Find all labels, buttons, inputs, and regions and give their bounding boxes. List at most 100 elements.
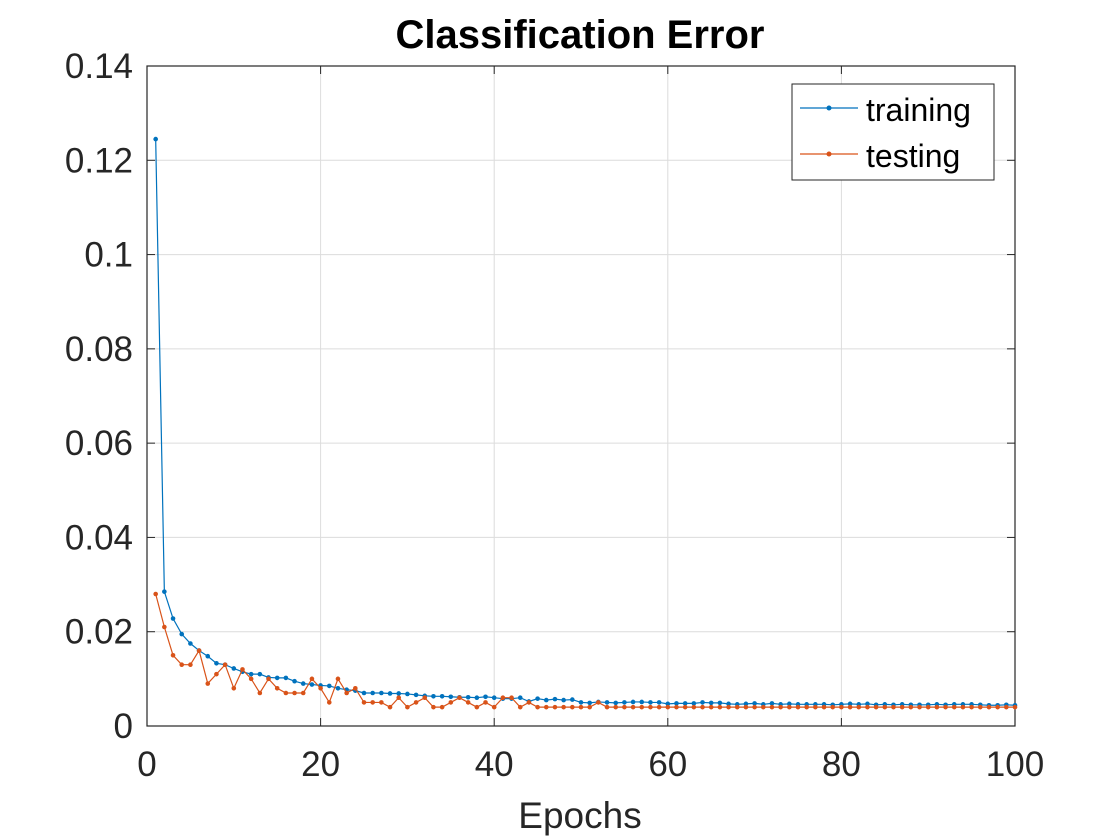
data-point-testing [899, 704, 905, 710]
data-point-training [787, 701, 792, 707]
data-point-testing [274, 685, 280, 691]
x-tick-label: 20 [301, 745, 340, 784]
data-point-testing [804, 704, 809, 710]
data-point-testing [292, 690, 297, 696]
data-point-training [162, 589, 167, 594]
data-point-testing [526, 700, 532, 705]
data-point-testing [648, 704, 653, 710]
data-point-testing [977, 704, 983, 710]
data-point-training [613, 700, 619, 706]
chart-title: Classification Error [395, 13, 764, 57]
data-point-testing [431, 704, 436, 710]
x-tick-labels: 0 20 40 60 80 100 [137, 745, 1044, 784]
data-point-testing [613, 704, 619, 710]
data-point-training [370, 690, 375, 696]
data-point-testing [509, 695, 514, 701]
data-point-training [726, 701, 731, 707]
data-point-testing [240, 667, 245, 672]
data-point-testing [839, 704, 844, 710]
y-tick-label: 0.1 [84, 236, 133, 275]
data-point-testing [925, 704, 931, 710]
data-point-training [535, 696, 540, 701]
data-point-training [153, 136, 158, 142]
data-point-training [179, 631, 185, 637]
data-point-testing [995, 704, 1000, 710]
series-line-testing [155, 593, 1015, 708]
data-point-training [248, 671, 254, 677]
data-point-training [214, 661, 219, 666]
data-point-testing [543, 704, 549, 710]
data-point-training [413, 692, 419, 698]
data-point-testing [153, 591, 158, 597]
data-point-testing [986, 704, 992, 710]
y-tick-labels: 0 0.02 0.04 0.06 0.08 0.1 0.12 0.14 [65, 47, 133, 746]
data-point-testing [231, 685, 237, 691]
y-tick-label: 0.14 [65, 47, 133, 86]
data-point-training [405, 691, 410, 697]
data-point-training [231, 666, 237, 671]
data-point-testing [752, 704, 757, 710]
data-point-training [448, 694, 454, 700]
data-point-testing [353, 685, 358, 691]
data-point-testing [917, 704, 922, 710]
data-point-testing [396, 695, 402, 701]
data-point-training [396, 691, 402, 696]
data-point-testing [934, 704, 940, 710]
data-point-training [630, 699, 636, 705]
data-point-testing [535, 704, 540, 710]
data-point-training [439, 694, 445, 699]
legend-label-testing: testing [866, 138, 960, 174]
data-point-training [674, 701, 679, 706]
data-point-testing [188, 662, 193, 668]
data-point-training [326, 683, 332, 689]
data-point-testing [266, 676, 271, 682]
x-tick-label: 100 [986, 745, 1044, 784]
data-point-testing [344, 690, 349, 696]
data-point-testing [691, 704, 697, 710]
data-point-testing [682, 704, 688, 710]
data-point-testing [865, 704, 870, 710]
data-point-testing [734, 704, 740, 710]
data-point-testing [162, 624, 167, 630]
y-tick-label: 0 [114, 707, 133, 746]
data-point-testing [474, 704, 480, 710]
data-point-testing [326, 700, 332, 705]
data-point-training [257, 671, 263, 677]
data-point-training [205, 653, 211, 659]
x-tick-label: 80 [822, 745, 861, 784]
data-point-training [865, 701, 870, 707]
data-point-testing [517, 704, 523, 710]
data-point-testing [596, 700, 601, 705]
data-point-testing [205, 681, 211, 686]
data-point-training [170, 616, 176, 621]
data-point-training [604, 700, 610, 705]
data-point-training [283, 675, 289, 681]
data-point-testing [769, 704, 775, 710]
data-point-training [578, 700, 584, 705]
data-point-testing [587, 704, 592, 710]
data-point-testing [448, 700, 454, 705]
data-point-testing [604, 704, 610, 710]
data-point-testing [413, 700, 419, 705]
data-point-testing [405, 704, 410, 710]
data-point-training [361, 690, 367, 696]
data-point-training [309, 682, 315, 687]
data-point-training [752, 701, 757, 706]
data-point-testing [639, 704, 645, 710]
data-point-training [491, 695, 497, 701]
x-tick-label: 0 [137, 745, 156, 784]
data-point-testing [248, 676, 254, 682]
data-point-training [474, 695, 480, 701]
data-point-testing [1004, 704, 1009, 710]
data-point-testing [552, 704, 558, 710]
data-point-training [570, 697, 575, 702]
data-point-training [465, 694, 471, 700]
y-tick-label: 0.04 [65, 518, 133, 557]
x-tick-label: 40 [475, 745, 514, 784]
data-point-training [552, 696, 558, 702]
data-point-training [561, 697, 566, 703]
data-point-testing [283, 690, 289, 696]
data-point-training [274, 675, 280, 681]
data-point-testing [379, 700, 384, 705]
